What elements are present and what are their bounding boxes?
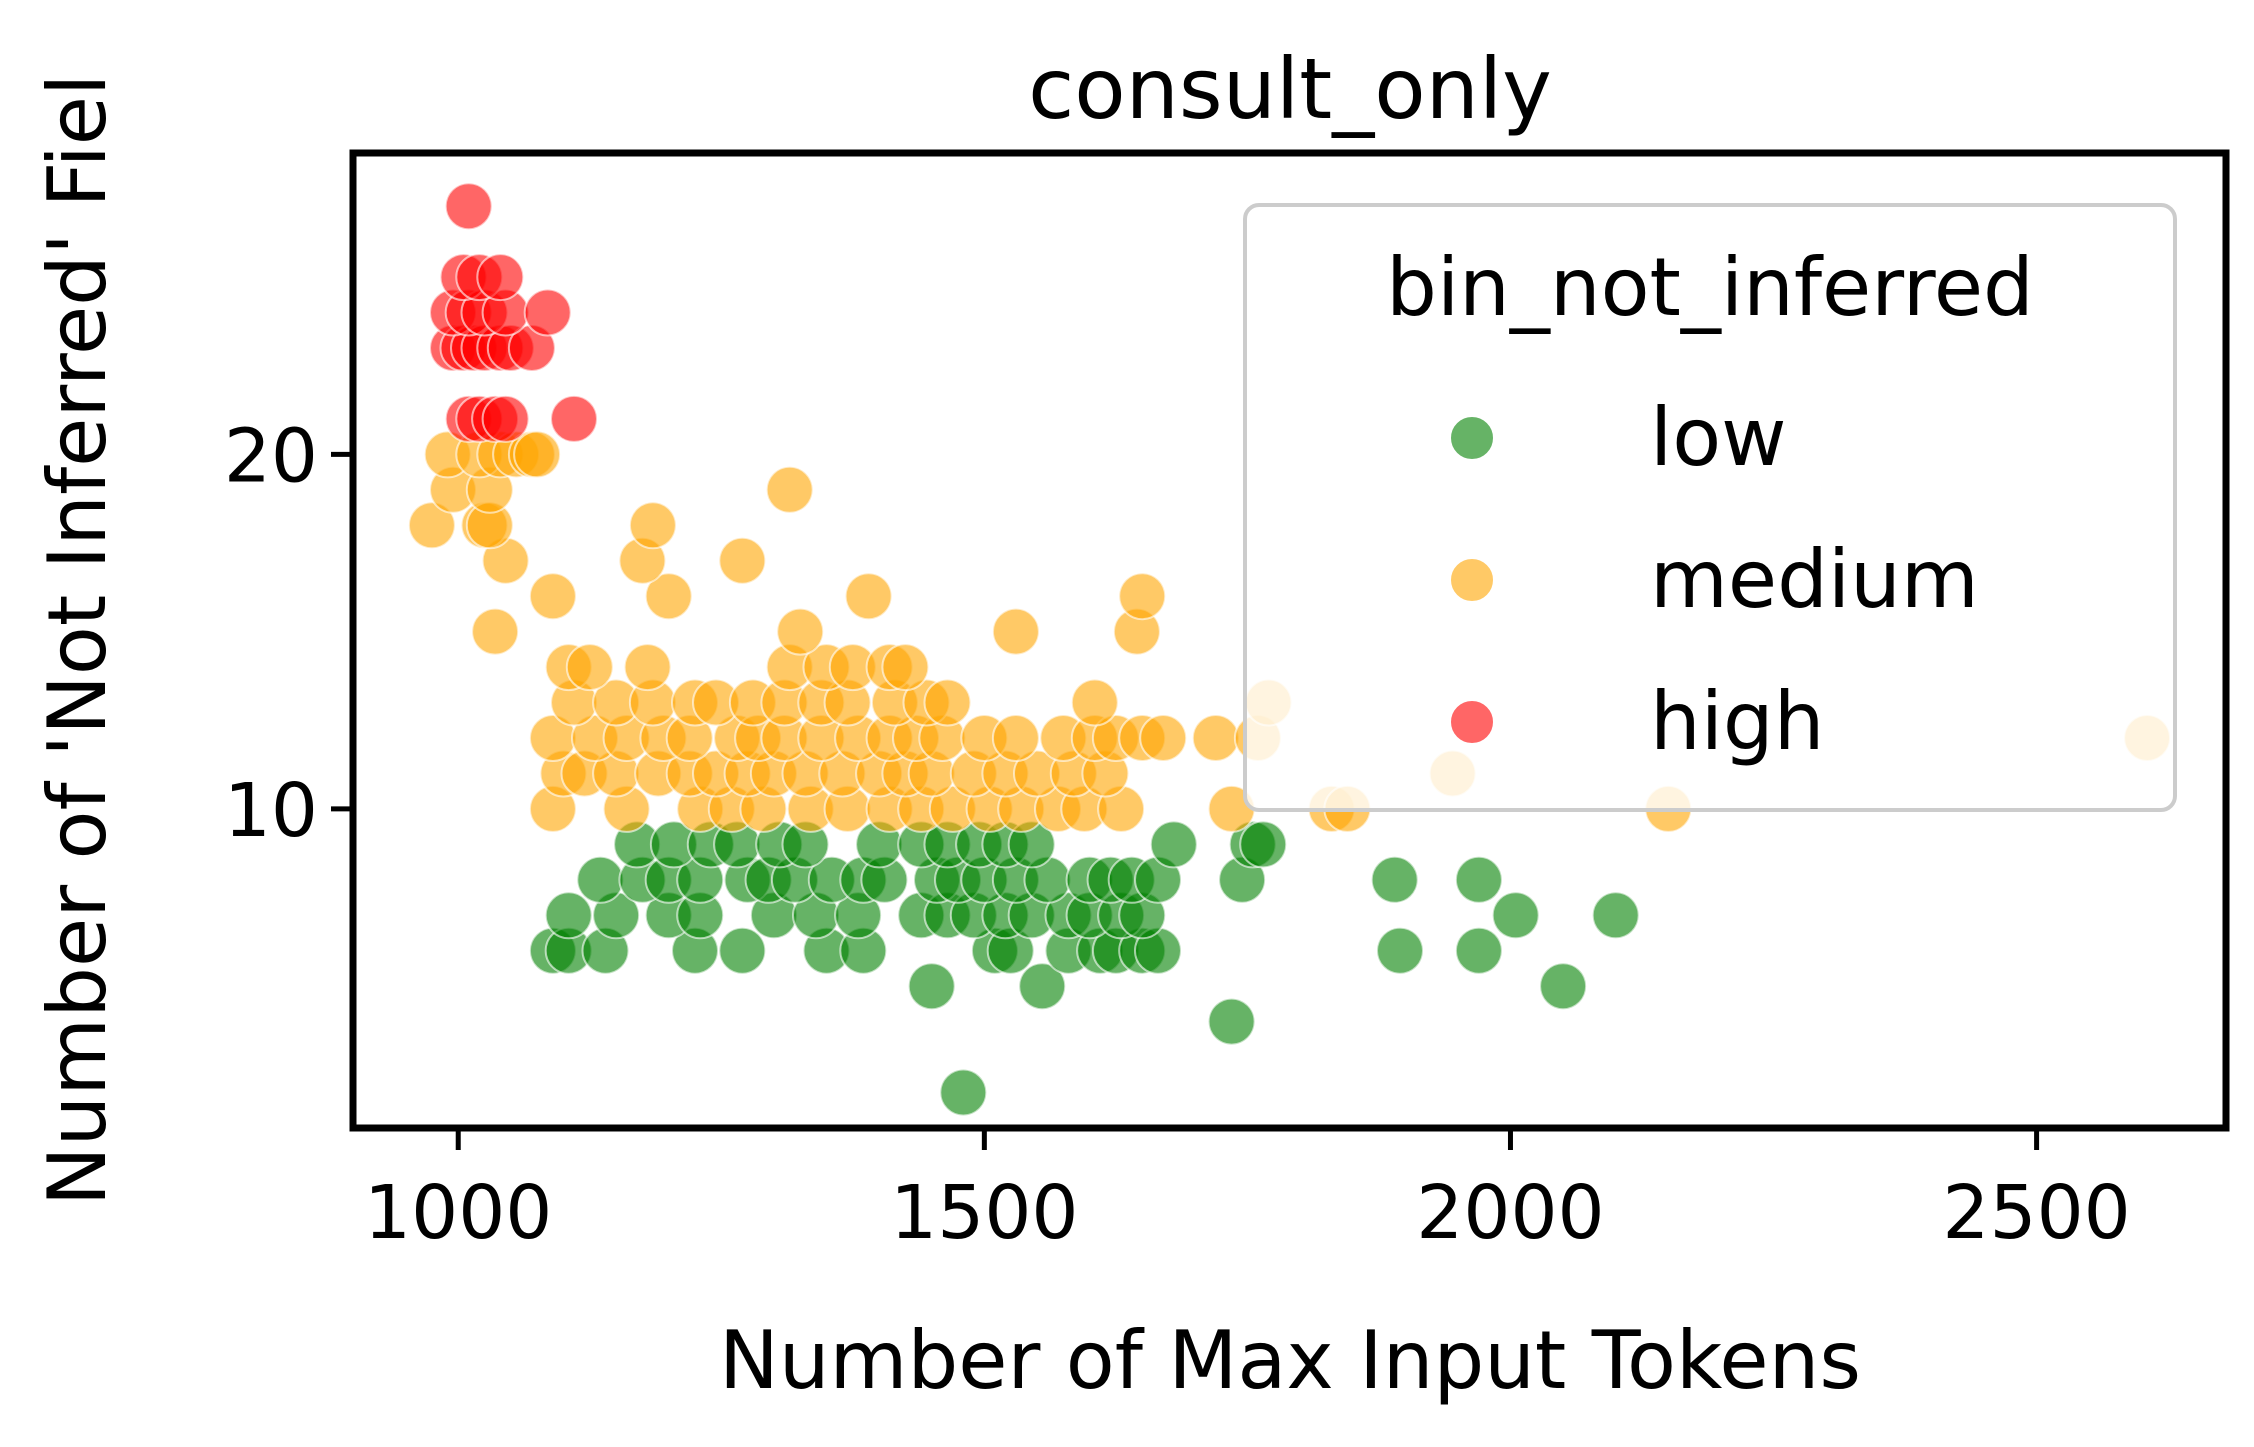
point-low bbox=[718, 926, 767, 975]
point-medium bbox=[644, 572, 693, 621]
point-medium bbox=[776, 607, 825, 656]
point-medium bbox=[1191, 714, 1240, 762]
point-low bbox=[1591, 891, 1640, 940]
point-medium bbox=[1070, 678, 1119, 727]
point-low bbox=[1376, 926, 1424, 975]
x-axis: 1000 1500 2000 2500 bbox=[364, 1128, 2131, 1256]
x-axis-label: Number of Max Input Tokens bbox=[719, 1314, 1861, 1407]
point-medium bbox=[991, 607, 1040, 656]
point-low bbox=[1370, 855, 1419, 904]
legend-marker-low bbox=[1449, 415, 1495, 461]
legend-label-low: low bbox=[1650, 391, 1787, 484]
point-medium bbox=[471, 607, 520, 656]
point-medium bbox=[1118, 572, 1167, 621]
chart-title: consult_only bbox=[1028, 40, 1552, 138]
legend-label-medium: medium bbox=[1650, 533, 1979, 626]
x-tick-label: 1500 bbox=[890, 1170, 1078, 1256]
legend-label-high: high bbox=[1650, 675, 1824, 768]
x-tick-label: 2000 bbox=[1416, 1170, 1604, 1256]
point-medium bbox=[513, 430, 562, 479]
legend-title: bin_not_inferred bbox=[1386, 241, 2034, 334]
point-medium bbox=[407, 501, 456, 550]
point-high bbox=[476, 253, 525, 302]
point-low bbox=[1018, 962, 1067, 1011]
point-low bbox=[1454, 855, 1503, 904]
x-tick-label: 2500 bbox=[1942, 1170, 2130, 1256]
point-medium bbox=[1139, 714, 1188, 762]
plot-frame bbox=[349, 149, 2230, 1132]
point-low bbox=[544, 891, 593, 940]
point-low bbox=[576, 855, 625, 904]
point-medium bbox=[991, 714, 1040, 762]
point-medium bbox=[628, 501, 677, 550]
point-low bbox=[1539, 962, 1588, 1011]
point-medium bbox=[923, 678, 972, 727]
y-tick-label: 10 bbox=[224, 768, 318, 854]
point-medium bbox=[765, 465, 814, 514]
legend-marker-medium bbox=[1449, 557, 1495, 603]
point-low bbox=[1454, 926, 1503, 975]
point-low bbox=[939, 1068, 988, 1117]
point-low bbox=[907, 962, 956, 1011]
legend: bin_not_inferred low medium high bbox=[1243, 203, 2177, 812]
y-axis: 10 20 bbox=[224, 413, 353, 854]
point-medium bbox=[623, 643, 672, 692]
point-high bbox=[523, 288, 572, 337]
point-low bbox=[1239, 820, 1288, 869]
y-tick-label: 20 bbox=[224, 413, 318, 499]
point-medium bbox=[565, 643, 614, 692]
point-high bbox=[444, 182, 493, 231]
point-high bbox=[550, 394, 598, 443]
point-low bbox=[1149, 820, 1198, 869]
point-high bbox=[481, 394, 530, 443]
point-medium bbox=[844, 572, 893, 621]
point-medium bbox=[718, 536, 767, 585]
y-axis-label: Number of 'Not Inferred' Fiel bbox=[31, 74, 124, 1207]
x-tick-label: 1000 bbox=[364, 1170, 552, 1256]
legend-marker-high bbox=[1449, 699, 1495, 745]
legend-box bbox=[1243, 203, 2177, 812]
point-medium bbox=[528, 572, 577, 621]
point-medium bbox=[881, 643, 930, 692]
point-low bbox=[1207, 997, 1256, 1046]
point-low bbox=[1491, 891, 1540, 940]
